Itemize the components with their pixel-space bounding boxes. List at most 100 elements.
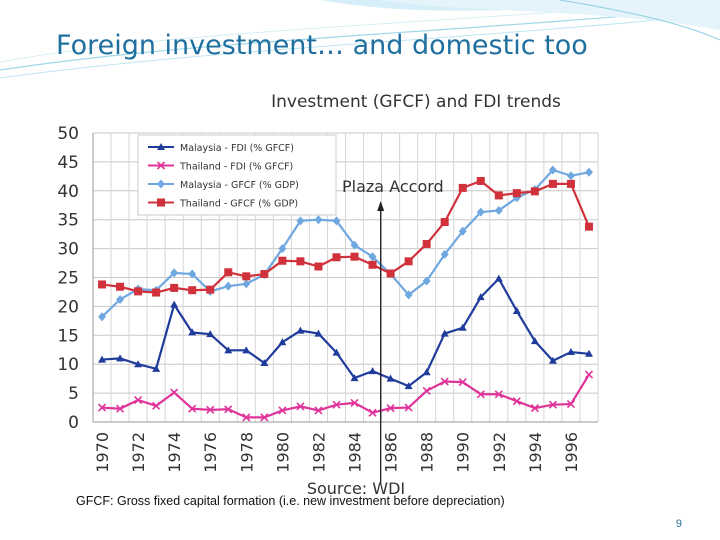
chart-legend: Malaysia - FDI (% GFCF) Thailand - FDI (%… bbox=[137, 134, 337, 216]
data-point bbox=[314, 215, 323, 225]
data-point bbox=[404, 403, 413, 412]
data-point bbox=[584, 222, 593, 231]
plaza-accord-label: Plaza Accord bbox=[342, 177, 444, 196]
legend-item: Thailand - FDI (% GFCF) bbox=[148, 161, 293, 173]
data-point bbox=[548, 356, 557, 364]
data-point bbox=[296, 402, 305, 411]
data-point bbox=[170, 283, 179, 292]
data-point bbox=[296, 326, 305, 334]
legend-label: Malaysia - FDI (% GFCF) bbox=[180, 143, 294, 154]
legend-label: Malaysia - GFCF (% GDP) bbox=[180, 180, 299, 191]
data-point bbox=[98, 312, 107, 322]
y-tick-label: 15 bbox=[57, 326, 79, 346]
data-point bbox=[332, 348, 341, 356]
data-point bbox=[134, 360, 143, 368]
y-tick-label: 0 bbox=[68, 413, 79, 433]
data-point bbox=[152, 364, 161, 372]
data-point bbox=[134, 395, 143, 405]
chart-source: Source: WDI bbox=[307, 479, 405, 498]
data-point bbox=[566, 348, 575, 356]
data-point bbox=[350, 240, 359, 250]
data-point bbox=[566, 400, 576, 409]
x-tick-label: 1980 bbox=[273, 432, 292, 473]
data-point bbox=[97, 403, 107, 412]
data-point bbox=[440, 218, 449, 227]
data-point bbox=[386, 374, 395, 382]
data-point bbox=[422, 276, 431, 286]
data-point bbox=[350, 398, 359, 407]
data-point bbox=[98, 280, 107, 289]
data-point bbox=[242, 346, 251, 354]
data-point bbox=[115, 404, 125, 413]
data-point bbox=[476, 176, 485, 185]
data-point bbox=[494, 390, 503, 399]
data-point bbox=[206, 405, 215, 414]
data-point bbox=[188, 286, 197, 295]
x-tick-label: 1990 bbox=[454, 432, 473, 473]
data-point bbox=[242, 413, 251, 422]
legend-label: Thailand - GFCF (% GDP) bbox=[179, 199, 298, 210]
data-point bbox=[260, 413, 269, 422]
plaza-accord-annotation: Plaza Accord bbox=[342, 177, 444, 484]
data-point bbox=[584, 349, 593, 357]
data-point bbox=[404, 382, 413, 390]
data-point bbox=[512, 189, 521, 198]
data-point bbox=[157, 179, 165, 189]
data-point bbox=[170, 268, 179, 278]
data-point bbox=[440, 329, 449, 337]
data-point bbox=[116, 354, 125, 362]
legend-item: Malaysia - FDI (% GFCF) bbox=[148, 143, 294, 154]
plaza-accord-arrowhead bbox=[377, 201, 385, 211]
data-point bbox=[224, 268, 233, 277]
header-swoosh-decoration bbox=[0, 0, 720, 79]
series-malaysia-fdi-gfcf bbox=[98, 274, 593, 390]
series-malaysia-gfcf-gdp bbox=[98, 165, 593, 322]
data-point bbox=[494, 274, 503, 282]
data-point bbox=[152, 288, 161, 297]
data-point bbox=[422, 239, 431, 248]
series-line bbox=[101, 374, 590, 419]
data-point bbox=[116, 282, 125, 291]
data-point bbox=[116, 294, 125, 304]
y-tick-label: 5 bbox=[68, 384, 79, 404]
data-point bbox=[458, 226, 467, 236]
data-point bbox=[350, 252, 359, 261]
data-point bbox=[512, 397, 521, 406]
series-thailand-fdi-gfcf bbox=[97, 370, 594, 422]
data-point bbox=[278, 244, 287, 254]
data-point bbox=[530, 187, 539, 196]
data-point bbox=[332, 253, 341, 262]
chart-title: Investment (GFCF) and FDI trends bbox=[271, 92, 561, 112]
slide-title: Foreign investment… and domestic too bbox=[56, 30, 588, 61]
page-number: 9 bbox=[675, 518, 682, 530]
data-point bbox=[476, 293, 485, 301]
data-point bbox=[476, 207, 485, 217]
y-tick-label: 30 bbox=[57, 240, 79, 260]
data-point bbox=[404, 290, 413, 300]
data-point bbox=[368, 252, 377, 262]
data-point bbox=[386, 404, 395, 413]
x-tick-label: 1976 bbox=[201, 432, 220, 473]
data-point bbox=[157, 198, 165, 207]
data-point bbox=[440, 249, 449, 259]
data-point bbox=[260, 270, 269, 279]
x-tick-label: 1978 bbox=[237, 432, 256, 473]
data-point bbox=[422, 386, 431, 395]
data-point bbox=[422, 368, 431, 376]
data-point bbox=[512, 307, 521, 315]
data-point bbox=[386, 269, 395, 278]
data-point bbox=[278, 338, 287, 346]
x-tick-label: 1988 bbox=[418, 432, 437, 473]
x-tick-label: 1986 bbox=[382, 432, 401, 473]
data-point bbox=[170, 388, 179, 397]
series-line bbox=[101, 179, 590, 294]
data-point bbox=[314, 329, 323, 337]
y-axis-ticks: 0 5 10 15 20 25 30 35 40 45 50 bbox=[57, 124, 79, 433]
x-tick-label: 1992 bbox=[490, 432, 509, 473]
x-axis-ticks: 1970 1972 1974 1976 1978 1980 1982 1984 1986 1988… bbox=[93, 432, 581, 473]
y-tick-label: 10 bbox=[57, 355, 79, 375]
data-point bbox=[260, 359, 269, 367]
data-point bbox=[548, 179, 557, 188]
data-point bbox=[458, 378, 467, 387]
data-point bbox=[98, 355, 107, 363]
